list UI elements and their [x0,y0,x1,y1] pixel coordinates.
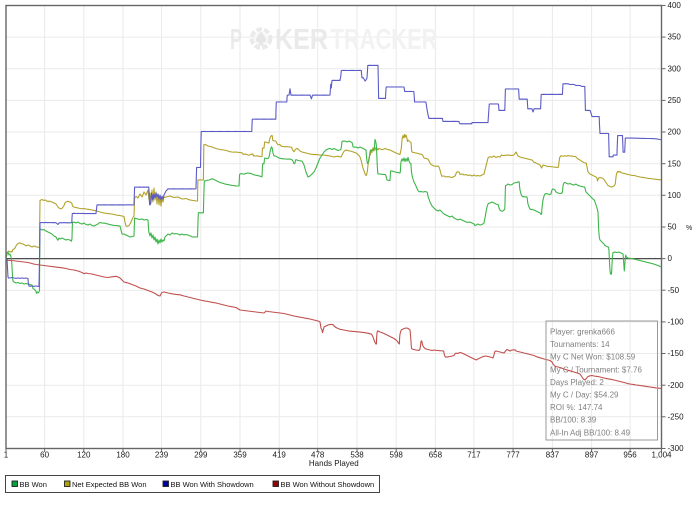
svg-text:My C / Tournament: $7.76: My C / Tournament: $7.76 [550,365,642,374]
svg-text:My C Net Won: $108.59: My C Net Won: $108.59 [550,353,636,362]
svg-text:60: 60 [40,451,49,460]
svg-text:0: 0 [668,254,673,263]
svg-text:120: 120 [77,451,91,460]
svg-text:TRACKER: TRACKER [331,24,438,56]
svg-text:658: 658 [429,451,443,460]
svg-text:ROI %: 147.74: ROI %: 147.74 [550,403,603,412]
svg-text:Hands Played: Hands Played [309,459,359,468]
svg-text:-250: -250 [668,412,685,421]
svg-text:300: 300 [668,64,682,73]
svg-text:1: 1 [4,451,9,460]
svg-text:Player: grenka666: Player: grenka666 [550,328,615,337]
svg-text:BB Won Without Showdown: BB Won Without Showdown [281,480,375,489]
svg-text:BB Won With Showdown: BB Won With Showdown [171,480,254,489]
svg-text:100: 100 [668,191,682,200]
svg-text:All-In Adj BB/100: 8.49: All-In Adj BB/100: 8.49 [550,428,631,437]
svg-text:299: 299 [194,451,208,460]
svg-text:200: 200 [668,128,682,137]
svg-text:50: 50 [668,223,677,232]
svg-text:My C / Day: $54.29: My C / Day: $54.29 [550,391,619,400]
svg-text:-200: -200 [668,381,685,390]
svg-text:BB Won: BB Won [20,480,47,489]
svg-text:180: 180 [116,451,130,460]
svg-text:KER: KER [275,24,328,56]
svg-text:478: 478 [311,451,325,460]
svg-text:538: 538 [350,451,364,460]
svg-text:Tournaments: 14: Tournaments: 14 [550,340,610,349]
svg-text:1,004: 1,004 [651,451,672,460]
svg-text:598: 598 [390,451,404,460]
svg-text:897: 897 [585,451,599,460]
svg-text:400: 400 [668,1,682,10]
svg-text:Days Played: 2: Days Played: 2 [550,378,604,387]
svg-text:-100: -100 [668,318,685,327]
svg-text:250: 250 [668,96,682,105]
svg-text:Net Expected BB Won: Net Expected BB Won [72,480,146,489]
svg-text:717: 717 [467,451,481,460]
svg-text:956: 956 [623,451,637,460]
svg-text:419: 419 [273,451,287,460]
svg-text:350: 350 [668,33,682,42]
svg-text:150: 150 [668,159,682,168]
svg-text:239: 239 [155,451,169,460]
svg-text:P: P [230,24,242,56]
svg-text:-150: -150 [668,349,685,358]
svg-text:777: 777 [506,451,520,460]
svg-text:%: % [686,225,692,232]
svg-text:837: 837 [546,451,560,460]
svg-text:-300: -300 [668,444,685,453]
svg-text:-50: -50 [668,286,680,295]
svg-text:359: 359 [233,451,247,460]
svg-text:BB/100: 8.39: BB/100: 8.39 [550,416,597,425]
